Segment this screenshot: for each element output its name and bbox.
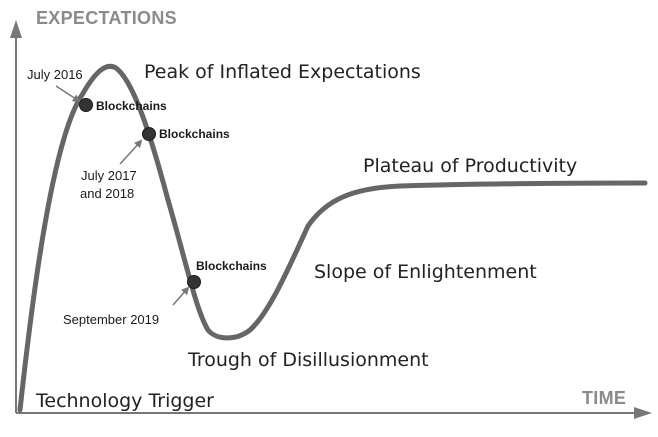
trough-of-disillusionment-label: Trough of Disillusionment	[187, 349, 429, 371]
hype-curve	[17, 63, 648, 413]
slope-of-enlightenment-label: Slope of Enlightenment	[314, 261, 537, 283]
marker-2-arrow	[119, 139, 143, 165]
y-axis-title: EXPECTATIONS	[36, 8, 177, 28]
x-axis-title: TIME	[582, 388, 626, 408]
x-axis-arrowhead	[634, 407, 652, 419]
marker-1-arrow	[55, 85, 81, 103]
marker-1-date: July 2016	[27, 67, 83, 82]
marker-3-label: Blockchains	[196, 259, 267, 273]
marker-3-dot	[187, 275, 201, 289]
marker-3-date: September 2019	[63, 312, 159, 327]
marker-1-label: Blockchains	[96, 99, 167, 113]
plateau-of-productivity-label: Plateau of Productivity	[363, 155, 577, 177]
y-axis-arrowhead	[10, 20, 22, 38]
marker-2-date-line-2: and 2018	[80, 186, 134, 201]
peak-of-inflated-expectations-label: Peak of Inflated Expectations	[144, 61, 421, 83]
marker-2-date-line-1: July 2017	[81, 168, 137, 183]
marker-2-label: Blockchains	[159, 127, 230, 141]
marker-1-dot	[79, 98, 93, 112]
marker-2-dot	[142, 127, 156, 141]
technology-trigger-label: Technology Trigger	[35, 390, 214, 412]
marker-3-arrow	[172, 286, 190, 306]
